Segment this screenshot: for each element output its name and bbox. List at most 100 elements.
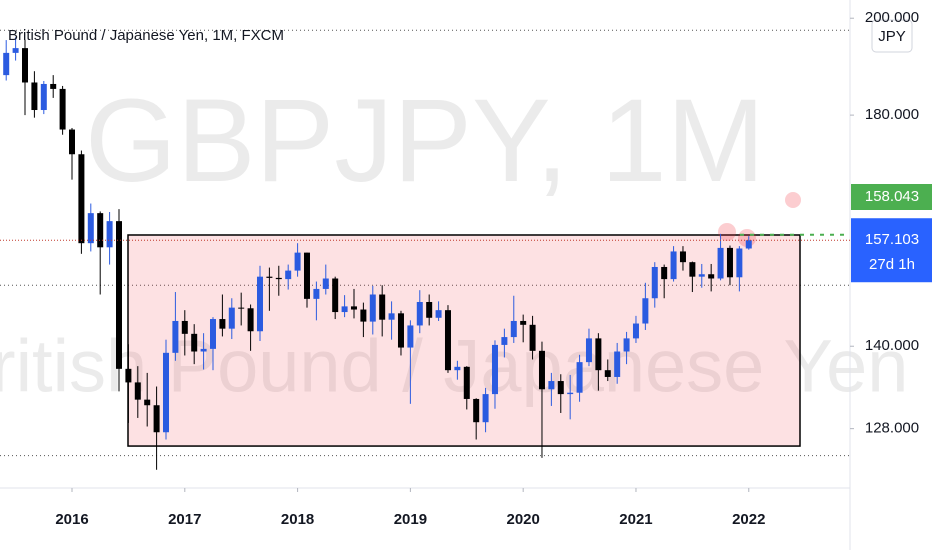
x-tick-label: 2019 (394, 511, 427, 528)
candle-body (454, 366, 461, 371)
candle-body (491, 344, 498, 395)
candle-body (360, 309, 367, 322)
candle-body (200, 348, 207, 352)
candle-body (567, 392, 574, 395)
candle-body (407, 325, 414, 348)
candle-body (689, 262, 696, 277)
candle-body (473, 398, 480, 423)
candle-body (661, 266, 668, 280)
ask-price-label: 158.043 (865, 188, 919, 205)
candle-body (350, 306, 357, 310)
candle-body (379, 294, 386, 320)
candle-body (266, 276, 273, 278)
highlight (718, 223, 736, 241)
candle-body (717, 247, 724, 279)
candle-body (341, 306, 348, 313)
candle-body (153, 405, 160, 433)
candle-body (397, 313, 404, 348)
candle-body (745, 240, 752, 249)
candle-body (294, 252, 301, 271)
watermark: GBPJPY, 1M British Pound / Japanese Yen (0, 75, 908, 407)
candle-body (144, 399, 151, 406)
candle-body (698, 274, 705, 277)
candle-body (59, 88, 66, 130)
candle-body (416, 301, 423, 326)
candle-body (642, 298, 649, 324)
currency-label: JPY (878, 28, 906, 45)
watermark-symbol: GBPJPY, 1M (85, 75, 765, 207)
candle-body (426, 301, 433, 318)
candle-body (388, 313, 395, 320)
candle-body (510, 320, 517, 338)
last-price-label: 157.103 (865, 231, 919, 248)
candle-body (557, 381, 564, 395)
y-tick-label: 200.000 (865, 9, 919, 26)
candle-body (50, 83, 57, 89)
candle-body (632, 323, 639, 339)
x-tick-label: 2022 (732, 511, 765, 528)
candle-body (209, 319, 216, 349)
y-tick-label: 128.000 (865, 420, 919, 437)
highlight (785, 192, 801, 208)
candle-body (322, 278, 329, 289)
candle-body (444, 310, 451, 371)
candle-body (40, 83, 47, 111)
watermark-description: British Pound / Japanese Yen (0, 325, 908, 408)
candle-body (247, 308, 254, 332)
candle-body (548, 381, 555, 390)
candle-body (369, 294, 376, 322)
candle-body (256, 276, 263, 332)
candle-body (736, 248, 743, 278)
candle-body (651, 266, 658, 299)
x-tick-label: 2018 (281, 511, 314, 528)
ask-price-box (851, 184, 932, 210)
candle-body (106, 221, 113, 248)
candle-body (31, 82, 38, 111)
plot-area (0, 29, 850, 470)
candle-body (12, 48, 19, 53)
candle-body (219, 319, 226, 329)
candle-body (181, 320, 188, 334)
candle-body (463, 366, 470, 399)
candle-body (501, 337, 508, 345)
candle-body (529, 324, 536, 351)
candle-body (708, 274, 715, 279)
candle-body (585, 338, 592, 363)
y-tick-label: 180.000 (865, 106, 919, 123)
candle-body (87, 213, 94, 244)
candle-body (303, 252, 310, 299)
candle-body (726, 247, 733, 278)
candle-body (679, 251, 686, 263)
candle-body (228, 307, 235, 329)
candle-body (97, 213, 104, 248)
candle-body (172, 320, 179, 353)
candle-body (69, 129, 76, 155)
candle-body (134, 382, 141, 400)
candle-body (538, 350, 545, 390)
x-tick-label: 2017 (168, 511, 201, 528)
x-tick-label: 2020 (506, 511, 539, 528)
currency-button[interactable] (871, 19, 913, 53)
candle-body (313, 288, 320, 299)
candle-body (125, 368, 132, 383)
candle-body (115, 221, 122, 369)
candle-body (3, 52, 10, 76)
candle-body (238, 307, 245, 309)
candle-body (275, 277, 282, 280)
candle-body (623, 338, 630, 352)
range-zone (127, 234, 801, 447)
candle-body (285, 270, 292, 280)
candle-body (604, 370, 611, 377)
candle-body (191, 333, 198, 352)
candle-body (22, 48, 29, 83)
candle-body (576, 362, 583, 393)
last-price-box (851, 218, 932, 283)
y-tick-label: 140.000 (865, 337, 919, 354)
candle-body (614, 351, 621, 377)
candle-body (435, 310, 442, 318)
countdown-label: 27d 1h (869, 256, 915, 273)
x-tick-label: 2016 (55, 511, 88, 528)
candle-body (78, 154, 85, 244)
chart-title: British Pound / Japanese Yen, 1M, FXCM (8, 27, 284, 44)
candle-body (332, 278, 339, 313)
